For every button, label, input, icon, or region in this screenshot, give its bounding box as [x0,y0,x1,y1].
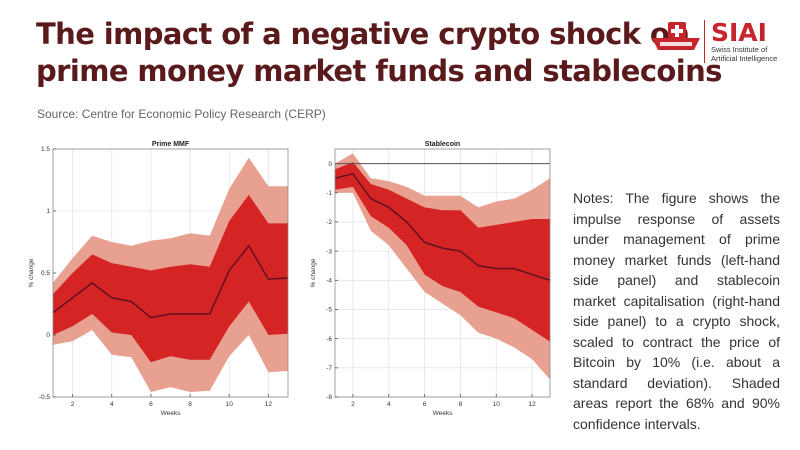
impulse-response-charts: 2 4 6 8 10 12 -0.5 0 0.5 1 1.5 Prime MMF Weeks % chan… [28,141,551,416]
y-tick-label: 0 [46,332,50,339]
y-tick-label: -6 [326,336,332,343]
title-line-1: The impact of a negative crypto shock on [36,17,690,51]
x-tick-label: 12 [528,401,536,408]
x-tick-label: 12 [265,401,273,408]
x-tick-label: 8 [188,401,192,408]
y-tick-label: -5 [326,307,332,314]
median-line [52,244,289,319]
y-tick-label: -2 [326,219,332,226]
source-note: Source: Centre for Economic Policy Resea… [37,107,326,121]
median-line [334,173,551,281]
y-tick-label: 1.5 [41,146,50,153]
page-title: The impact of a negative crypto shock on… [36,16,722,90]
chart-panel-2: 2 4 6 8 10 12 0 -1 -2 -3 -4 -5 -6 -7 -8 Stablecoin Weeks… [310,141,551,416]
x-tick-label: 2 [71,401,75,408]
x-tick-label: 8 [459,401,463,408]
x-tick-label: 10 [493,401,501,408]
plot-frame [334,148,551,398]
x-tick-label: 4 [387,401,391,408]
y-tick-label: -8 [326,394,332,401]
logo-subtitle-1: Swiss Institute of [711,45,768,54]
y-tick-label: -3 [326,248,332,255]
notes-paragraph: Notes: The figure shows the impulse resp… [573,190,780,432]
siai-wordmark: SIAI Swiss Institute of Artificial Intel… [704,20,791,63]
y-tick-label: -4 [326,277,332,284]
y-tick-label: -1 [326,190,332,197]
x-tick-label: 2 [351,401,355,408]
x-axis-label: Weeks [161,410,181,416]
logo-name: SIAI [711,18,767,47]
x-tick-label: 10 [226,401,234,408]
y-axis-label: % change [28,258,35,287]
siai-logo: SIAI Swiss Institute of Artificial Intel… [650,20,790,68]
y-axis-label: % change [310,258,317,287]
confidence-band-68 [53,194,288,363]
chart-panel-1: 2 4 6 8 10 12 -0.5 0 0.5 1 1.5 Prime MMF Weeks % chan… [28,141,289,416]
chart-title: Prime MMF [152,141,190,148]
title-line-2: prime money market funds and stablecoins [36,54,722,88]
x-tick-label: 4 [110,401,114,408]
x-axis-label: Weeks [433,410,453,416]
x-tick-label: 6 [423,401,427,408]
siai-emblem-icon [652,22,700,50]
y-tick-label: -7 [326,365,332,372]
y-tick-label: 1 [46,208,50,215]
logo-subtitle-2: Artificial Intelligence [711,53,778,63]
y-tick-label: 0 [328,161,332,168]
y-tick-label: 0.5 [41,270,50,277]
y-tick-label: -0.5 [39,394,51,401]
x-tick-label: 6 [149,401,153,408]
chart-title: Stablecoin [425,141,460,148]
